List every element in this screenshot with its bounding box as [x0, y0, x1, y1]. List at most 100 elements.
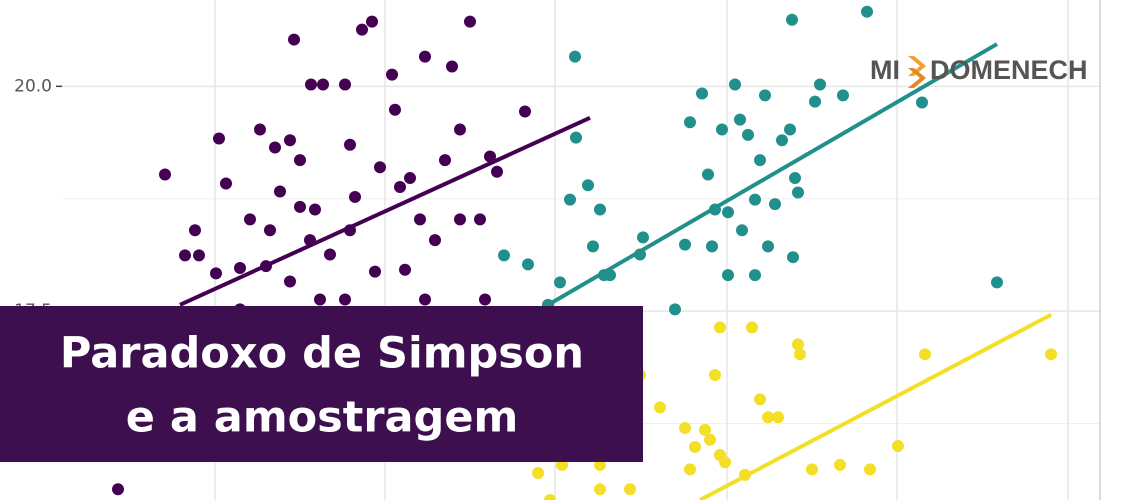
point: [729, 78, 741, 91]
point: [706, 240, 718, 253]
point: [386, 68, 398, 81]
y-tick-label: 20.0: [14, 76, 52, 96]
point: [274, 185, 286, 198]
point: [722, 206, 734, 219]
point: [414, 213, 426, 226]
point: [479, 293, 491, 306]
point: [213, 132, 225, 145]
point: [439, 154, 451, 167]
point: [570, 131, 582, 144]
point: [474, 213, 486, 226]
point: [739, 468, 751, 481]
point: [112, 483, 124, 496]
point: [419, 50, 431, 63]
point: [491, 165, 503, 178]
point: [356, 23, 368, 36]
point: [369, 265, 381, 278]
point: [772, 411, 784, 424]
point: [339, 78, 351, 91]
point: [339, 293, 351, 306]
point: [193, 249, 205, 262]
point: [654, 401, 666, 414]
point: [604, 269, 616, 282]
point: [587, 240, 599, 253]
point: [861, 5, 873, 18]
point: [769, 198, 781, 211]
point: [762, 411, 774, 424]
point: [399, 263, 411, 276]
point: [288, 33, 300, 46]
point: [736, 224, 748, 237]
point: [786, 13, 798, 26]
point: [317, 78, 329, 91]
point: [734, 113, 746, 126]
point: [254, 123, 266, 136]
point: [564, 193, 576, 206]
point: [742, 128, 754, 141]
point: [284, 275, 296, 288]
logo: MI DOMENECH: [870, 55, 1088, 88]
point: [454, 213, 466, 226]
point: [916, 96, 928, 109]
point: [746, 321, 758, 334]
point: [294, 200, 306, 213]
point: [699, 423, 711, 436]
point: [234, 261, 246, 274]
point: [464, 15, 476, 28]
point: [792, 186, 804, 199]
point: [366, 15, 378, 28]
logo-icon: [908, 68, 926, 88]
title-line: e a amostragem: [126, 393, 519, 443]
point: [834, 458, 846, 471]
fit-line: [546, 42, 999, 307]
point: [532, 467, 544, 480]
point: [892, 440, 904, 453]
point: [749, 193, 761, 206]
point: [260, 260, 272, 273]
logo-text: MI: [870, 55, 900, 85]
point: [264, 224, 276, 237]
point: [919, 348, 931, 361]
point: [269, 141, 281, 154]
fit-line: [179, 115, 591, 307]
point: [454, 123, 466, 136]
point: [446, 60, 458, 73]
point: [220, 177, 232, 190]
point: [776, 134, 788, 147]
point: [594, 483, 606, 496]
point: [1045, 348, 1057, 361]
point: [159, 168, 171, 181]
point: [498, 249, 510, 262]
point: [814, 78, 826, 91]
point: [714, 321, 726, 334]
point: [210, 267, 222, 280]
point: [722, 269, 734, 282]
point: [991, 276, 1003, 289]
point: [569, 50, 581, 63]
title-box: [0, 306, 643, 462]
point: [624, 483, 636, 496]
point: [794, 348, 806, 361]
point: [754, 154, 766, 167]
point: [305, 78, 317, 91]
point: [716, 123, 728, 136]
logo-text: DOMENECH: [930, 55, 1088, 85]
title-line: Paradoxo de Simpson: [60, 329, 584, 379]
point: [404, 172, 416, 185]
point: [324, 248, 336, 261]
point: [484, 150, 496, 163]
point: [669, 303, 681, 316]
point: [684, 463, 696, 476]
point: [837, 89, 849, 102]
point: [284, 134, 296, 147]
point: [637, 231, 649, 244]
point: [704, 433, 716, 446]
point: [244, 213, 256, 226]
point: [344, 224, 356, 237]
point: [696, 87, 708, 100]
point: [787, 251, 799, 264]
fit-line: [699, 312, 1052, 500]
point: [389, 103, 401, 116]
point: [792, 338, 804, 351]
